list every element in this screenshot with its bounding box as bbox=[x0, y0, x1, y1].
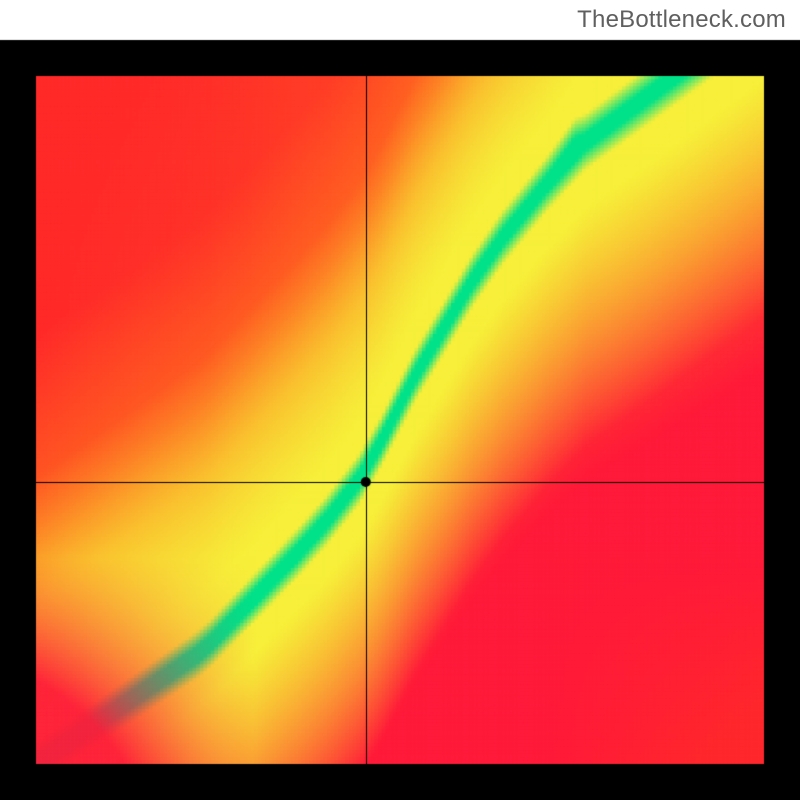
chart-container: TheBottleneck.com bbox=[0, 0, 800, 800]
bottleneck-heatmap bbox=[0, 0, 800, 800]
